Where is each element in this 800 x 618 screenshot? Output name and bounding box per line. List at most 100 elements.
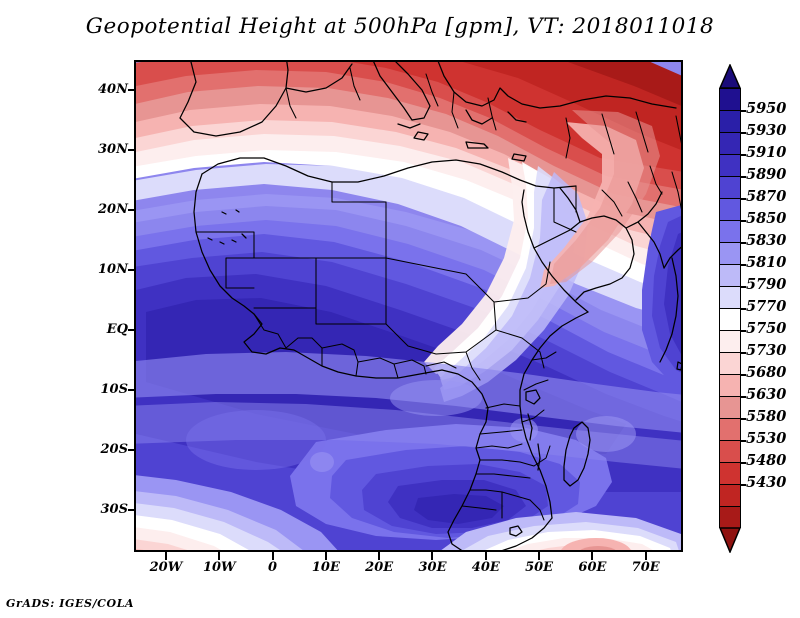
- map-plot-area: [134, 60, 683, 552]
- colorbar-tick-label: 5730: [746, 342, 787, 359]
- colorbar-segment: [720, 287, 740, 309]
- colorbar-segment: [720, 243, 740, 265]
- colorbar-tick: [741, 264, 746, 266]
- colorbar-tick-label: 5430: [746, 474, 787, 491]
- x-axis-tick: [538, 552, 541, 560]
- y-axis-label: 10S: [100, 381, 128, 397]
- colorbar-tick: [741, 154, 746, 156]
- colorbar-tick: [741, 132, 746, 134]
- x-axis-tick: [644, 552, 647, 560]
- colorbar-tick-label: 5890: [746, 166, 787, 183]
- colorbar-tick: [741, 440, 746, 442]
- colorbar-segment: [720, 507, 740, 529]
- colorbar-tick: [741, 242, 746, 244]
- colorbar-segment: [720, 331, 740, 353]
- colorbar-tick-label: 5530: [746, 430, 787, 447]
- x-axis-label: 10E: [311, 560, 340, 575]
- colorbar-tick: [741, 396, 746, 398]
- colorbar-tick: [741, 484, 746, 486]
- colorbar-tick-label: 5790: [746, 276, 787, 293]
- x-axis-tick: [218, 552, 221, 560]
- map-outlines: [179, 62, 681, 550]
- colorbar-tick-label: 5480: [746, 452, 787, 469]
- colorbar-tick: [741, 462, 746, 464]
- x-axis-label: 10W: [202, 560, 236, 575]
- colorbar-segment: [720, 353, 740, 375]
- colorbar-tick-label: 5870: [746, 188, 787, 205]
- colorbar-tick: [741, 330, 746, 332]
- y-axis-tick: [128, 89, 136, 91]
- y-axis-label: 10N: [98, 261, 128, 277]
- y-axis-label: 30N: [98, 141, 128, 157]
- colorbar-tick-label: 5850: [746, 210, 787, 227]
- colorbar-tick-label: 5950: [746, 100, 787, 117]
- y-axis-tick: [128, 508, 136, 511]
- colorbar-cap-top: [718, 63, 742, 89]
- y-axis-label: EQ: [106, 322, 128, 337]
- colorbar-segment: [720, 89, 740, 111]
- colorbar-tick: [741, 198, 746, 200]
- colorbar-tick-label: 5680: [746, 364, 787, 381]
- colorbar-tick: [741, 286, 746, 288]
- colorbar-segment: [720, 397, 740, 419]
- x-axis-tick: [378, 552, 381, 560]
- x-axis-tick: [165, 552, 167, 560]
- colorbar-tick-label: 5580: [746, 408, 787, 425]
- colorbar-segment: [720, 177, 740, 199]
- colorbar-tick-label: 5810: [746, 254, 787, 271]
- y-axis-label: 30S: [100, 501, 128, 517]
- colorbar-segment: [720, 221, 740, 243]
- x-axis-label: 20W: [149, 560, 183, 575]
- geopotential-height-field: [136, 62, 681, 550]
- colorbar-segment: [720, 133, 740, 155]
- x-axis-label: 70E: [631, 560, 660, 575]
- colorbar-tick-label: 5830: [746, 232, 787, 249]
- colorbar-tick-label: 5930: [746, 122, 787, 139]
- colorbar-segment: [720, 111, 740, 133]
- y-axis-tick: [128, 388, 136, 391]
- colorbar-segment: [720, 485, 740, 507]
- colorbar-tick: [741, 110, 746, 112]
- colorbar-tick-label: 5910: [746, 144, 787, 161]
- y-axis-label: 20S: [100, 442, 128, 457]
- x-axis-label: 0: [268, 560, 278, 575]
- colorbar-segment: [720, 265, 740, 287]
- colorbar-cap-bottom: [718, 527, 742, 554]
- colorbar-segment: [720, 199, 740, 221]
- colorbar-segment: [720, 375, 740, 397]
- colorbar-segment: [720, 309, 740, 331]
- grads-attribution: GrADS: IGES/COLA: [6, 597, 135, 610]
- x-axis-tick: [591, 552, 594, 560]
- x-axis-label: 30E: [418, 560, 447, 575]
- colorbar-tick: [741, 220, 746, 222]
- x-axis-label: 50E: [525, 560, 554, 575]
- x-axis-tick: [484, 552, 487, 560]
- x-axis-label: 20E: [365, 560, 394, 575]
- y-axis-tick: [128, 268, 136, 271]
- colorbar[interactable]: [719, 88, 741, 529]
- colorbar-tick: [741, 308, 746, 310]
- colorbar-tick: [741, 176, 746, 178]
- colorbar-segment: [720, 463, 740, 485]
- contour-fill-svg: [136, 62, 681, 550]
- y-axis-label: 20N: [98, 202, 128, 217]
- colorbar-tick-label: 5750: [746, 320, 787, 337]
- page-title: Geopotential Height at 500hPa [gpm], VT:…: [85, 14, 715, 39]
- colorbar-tick: [741, 374, 746, 376]
- y-axis-tick: [128, 209, 136, 211]
- y-axis-tick: [128, 148, 136, 151]
- x-axis-tick: [271, 552, 274, 560]
- y-axis-label: 40N: [98, 82, 128, 97]
- colorbar-tick: [741, 418, 746, 420]
- colorbar-tick-label: 5770: [746, 298, 787, 315]
- colorbar-tick: [741, 352, 746, 354]
- x-axis-label: 60E: [578, 560, 607, 575]
- x-axis-label: 40E: [471, 560, 500, 575]
- y-axis-tick: [128, 329, 136, 331]
- x-axis-tick: [324, 552, 327, 560]
- colorbar-segment: [720, 441, 740, 463]
- colorbar-segment: [720, 155, 740, 177]
- x-axis-tick: [431, 552, 434, 560]
- colorbar-segment: [720, 419, 740, 441]
- y-axis-tick: [128, 449, 136, 451]
